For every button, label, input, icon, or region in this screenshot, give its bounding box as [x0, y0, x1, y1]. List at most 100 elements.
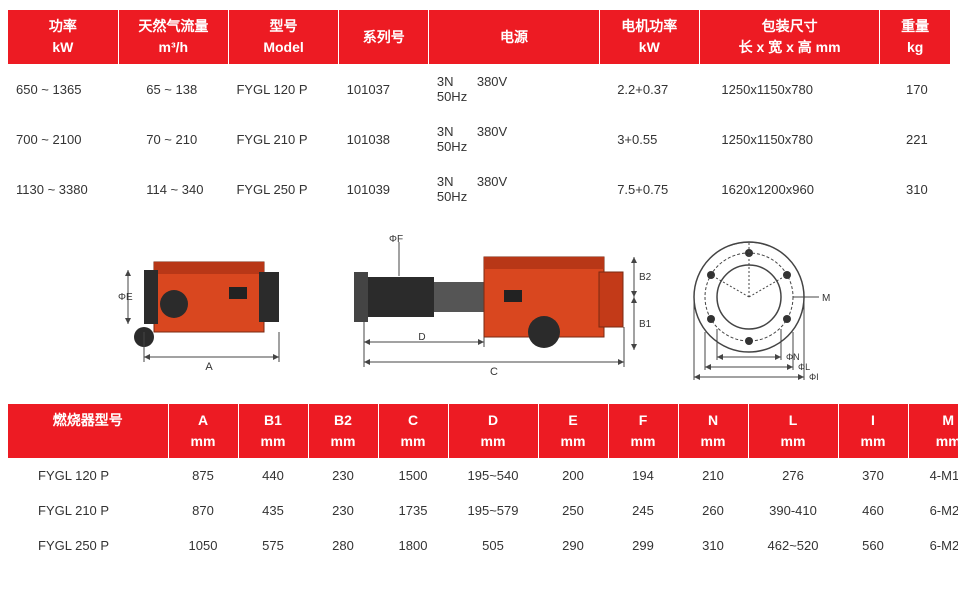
cell: 200 [538, 458, 608, 493]
table-row: 650 ~ 136565 ~ 138FYGL 120 P1010373N380V… [8, 64, 950, 114]
cell: 700 ~ 2100 [8, 114, 118, 164]
cell: 114 ~ 340 [118, 164, 228, 214]
t1-header-l2: kW [604, 37, 695, 58]
cell: 101037 [339, 64, 429, 114]
dim-label-PhiE: ΦE [118, 292, 133, 303]
t1-header-6: 包装尺寸长 x 宽 x 高 mm [699, 10, 879, 64]
t1-header-1: 天然气流量m³/h [118, 10, 228, 64]
t2-header-5: Dmm [448, 404, 538, 458]
cell: 560 [838, 528, 908, 563]
cell: 4-M16 [908, 458, 958, 493]
t1-header-4: 电源 [429, 10, 599, 64]
t1-header-l2: kg [884, 37, 946, 58]
cell: 460 [838, 493, 908, 528]
t1-header-3: 系列号 [339, 10, 429, 64]
table-row: FYGL 210 P8704352301735195~5792502452603… [8, 493, 958, 528]
ps-part: 380V [477, 174, 537, 189]
cell: 1800 [378, 528, 448, 563]
t2-header-10: Imm [838, 404, 908, 458]
cell: 245 [608, 493, 678, 528]
t2-header-0: 燃烧器型号 [8, 404, 168, 458]
t2-header-1: Amm [168, 404, 238, 458]
ps-part: 380V [477, 124, 537, 139]
t1-header-l2: m³/h [123, 37, 224, 58]
t2-header-l1: M [913, 410, 958, 431]
t2-header-l2: mm [243, 431, 304, 452]
t1-header-l2: 长 x 宽 x 高 mm [704, 37, 875, 58]
t2-header-l2: mm [173, 431, 234, 452]
cell: 276 [748, 458, 838, 493]
cell: 299 [608, 528, 678, 563]
t2-header-4: Cmm [378, 404, 448, 458]
specs-table: 功率kW天然气流量m³/h型号Model系列号电源电机功率kW包装尺寸长 x 宽… [8, 10, 950, 214]
cell: 7.5+0.75 [599, 164, 699, 214]
t2-header-l1: I [843, 410, 904, 431]
cell: 440 [238, 458, 308, 493]
ps-part: 50Hz [437, 189, 497, 204]
table-row: FYGL 120 P8754402301500195~5402001942102… [8, 458, 958, 493]
cell: 1050 [168, 528, 238, 563]
t2-header-6: Emm [538, 404, 608, 458]
t2-header-l2: mm [683, 431, 744, 452]
cell: FYGL 210 P [228, 114, 338, 164]
cell-power-supply: 3N380V50Hz [429, 64, 599, 114]
cell: 195~540 [448, 458, 538, 493]
diagram-row: A ΦE ΦF D C [8, 232, 950, 382]
t2-header-l1: F [613, 410, 674, 431]
table-row: 700 ~ 210070 ~ 210FYGL 210 P1010383N380V… [8, 114, 950, 164]
cell: 6-M20 [908, 493, 958, 528]
cell-power-supply: 3N380V50Hz [429, 164, 599, 214]
cell: 370 [838, 458, 908, 493]
ps-part: 3N [437, 124, 477, 139]
t1-header-l1: 系列号 [343, 27, 424, 48]
cell: 1130 ~ 3380 [8, 164, 118, 214]
cell: 575 [238, 528, 308, 563]
cell: 6-M20 [908, 528, 958, 563]
t2-header-8: Nmm [678, 404, 748, 458]
dim-label-D: D [418, 332, 425, 343]
t2-header-l2: mm [843, 431, 904, 452]
cell: 505 [448, 528, 538, 563]
t2-header-l2: mm [613, 431, 674, 452]
cell: 101038 [339, 114, 429, 164]
t1-header-l2: Model [233, 37, 334, 58]
cell: 390-410 [748, 493, 838, 528]
t2-header-l2: mm [913, 431, 958, 452]
dim-label-B2: B2 [639, 272, 652, 283]
cell: FYGL 250 P [8, 528, 168, 563]
cell: 280 [308, 528, 378, 563]
table-row: 1130 ~ 3380114 ~ 340FYGL 250 P1010393N38… [8, 164, 950, 214]
t2-header-11: Mmm [908, 404, 958, 458]
t1-header-l1: 电源 [433, 27, 594, 48]
t2-header-l2: mm [753, 431, 834, 452]
cell: 65 ~ 138 [118, 64, 228, 114]
burner-flange-view: M ΦN ΦL ΦI [674, 232, 844, 382]
dim-label-A: A [205, 361, 213, 373]
t1-header-l1: 天然气流量 [123, 16, 224, 37]
dimensions-table: 燃烧器型号 AmmB1mmB2mmCmmDmmEmmFmmNmmLmmImmMm… [8, 404, 958, 563]
cell: FYGL 250 P [228, 164, 338, 214]
t2-header-l1: C [383, 410, 444, 431]
ps-part: 50Hz [437, 139, 497, 154]
cell: 462~520 [748, 528, 838, 563]
cell: 230 [308, 493, 378, 528]
cell: FYGL 120 P [228, 64, 338, 114]
t2-header-3: B2mm [308, 404, 378, 458]
cell: FYGL 210 P [8, 493, 168, 528]
t1-header-7: 重量kg [880, 10, 950, 64]
dim-label-PhiF: ΦF [389, 234, 403, 245]
ps-part: 3N [437, 174, 477, 189]
t2-header-2: B1mm [238, 404, 308, 458]
cell: 1735 [378, 493, 448, 528]
t2-header-l1: N [683, 410, 744, 431]
cell: 290 [538, 528, 608, 563]
t1-header-l2: kW [12, 37, 114, 58]
cell: 650 ~ 1365 [8, 64, 118, 114]
t2-header-l1: E [543, 410, 604, 431]
t2-header-l1: A [173, 410, 234, 431]
table-row: FYGL 250 P10505752801800505290299310462~… [8, 528, 958, 563]
t1-header-2: 型号Model [228, 10, 338, 64]
cell: 1500 [378, 458, 448, 493]
t2-header-l2: mm [543, 431, 604, 452]
t2-header-l1: D [453, 410, 534, 431]
